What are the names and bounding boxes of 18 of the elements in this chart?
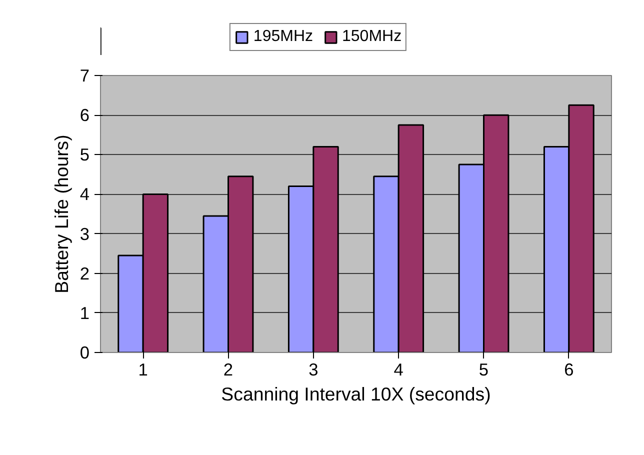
x-tick-label: 6 <box>564 360 574 380</box>
y-tick-label: 2 <box>80 263 90 284</box>
y-tick-label: 4 <box>80 184 90 204</box>
x-tick-label: 4 <box>394 360 404 380</box>
legend-label: 150MHz <box>342 28 402 46</box>
x-tick-label: 2 <box>223 360 234 380</box>
y-tick-label: 5 <box>80 144 90 165</box>
x-tick-label: 5 <box>478 360 489 380</box>
y-tick-label: 7 <box>80 66 90 86</box>
legend-label: 195MHz <box>253 28 313 46</box>
y-tick-label: 3 <box>80 224 90 244</box>
x-tick-label: 3 <box>308 360 318 380</box>
y-tick-label: 6 <box>80 105 90 126</box>
x-tick-label: 1 <box>138 360 148 380</box>
y-tick-label: 0 <box>80 342 90 362</box>
y-axis-title: Battery Life (hours) <box>50 134 72 294</box>
y-tick-label: 1 <box>80 302 90 323</box>
x-axis-title: Scanning Interval 10X (seconds) <box>221 384 491 404</box>
